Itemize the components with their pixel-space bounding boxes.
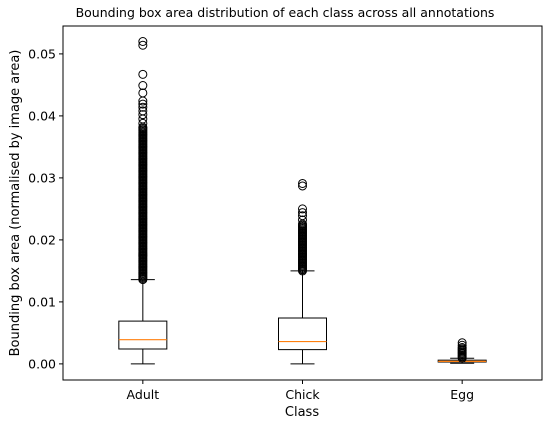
- outlier-point: [138, 110, 148, 120]
- box-iqr: [278, 317, 327, 351]
- outlier-point: [298, 181, 307, 191]
- outlier-point: [138, 99, 148, 109]
- y-tick-label: 0.00: [28, 356, 56, 371]
- outlier-point: [298, 178, 307, 188]
- outlier-point: [138, 88, 148, 98]
- outlier-point: [138, 40, 148, 50]
- y-tick-label: 0.05: [28, 46, 56, 61]
- outlier-point: [138, 81, 148, 91]
- outlier-point: [298, 211, 307, 221]
- x-tick-label: Adult: [127, 387, 160, 402]
- outlier-point: [138, 118, 148, 128]
- plot-area: [62, 25, 543, 381]
- outlier-point: [138, 69, 148, 79]
- box-iqr: [118, 320, 168, 350]
- box-adult: [118, 36, 168, 365]
- y-tick-label: 0.02: [28, 232, 56, 247]
- outlier-point: [457, 338, 467, 348]
- box-egg: [437, 338, 487, 364]
- outlier-point: [298, 208, 307, 218]
- outlier-point: [457, 340, 467, 350]
- outlier-point: [138, 36, 148, 46]
- outlier-point: [298, 204, 307, 214]
- outlier-point: [138, 102, 148, 112]
- x-tick-label: Chick: [285, 387, 320, 402]
- outlier-point: [457, 343, 467, 353]
- y-tick-label: 0.04: [28, 108, 56, 123]
- box-series: [118, 36, 487, 365]
- chart-title: Bounding box area distribution of each c…: [76, 5, 495, 20]
- outlier-point: [138, 106, 148, 116]
- outlier-point: [298, 215, 307, 225]
- y-axis: 0.00 0.01 0.02 0.03 0.04 0.05: [28, 46, 63, 371]
- y-tick-label: 0.03: [28, 170, 56, 185]
- x-tick-label: Egg: [450, 387, 474, 402]
- x-axis: Adult Chick Egg: [127, 380, 474, 402]
- box-chick: [278, 178, 327, 365]
- x-axis-label: Class: [285, 405, 319, 420]
- y-axis-label: Bounding box area (normalised by image a…: [8, 50, 23, 357]
- y-tick-label: 0.01: [28, 294, 56, 309]
